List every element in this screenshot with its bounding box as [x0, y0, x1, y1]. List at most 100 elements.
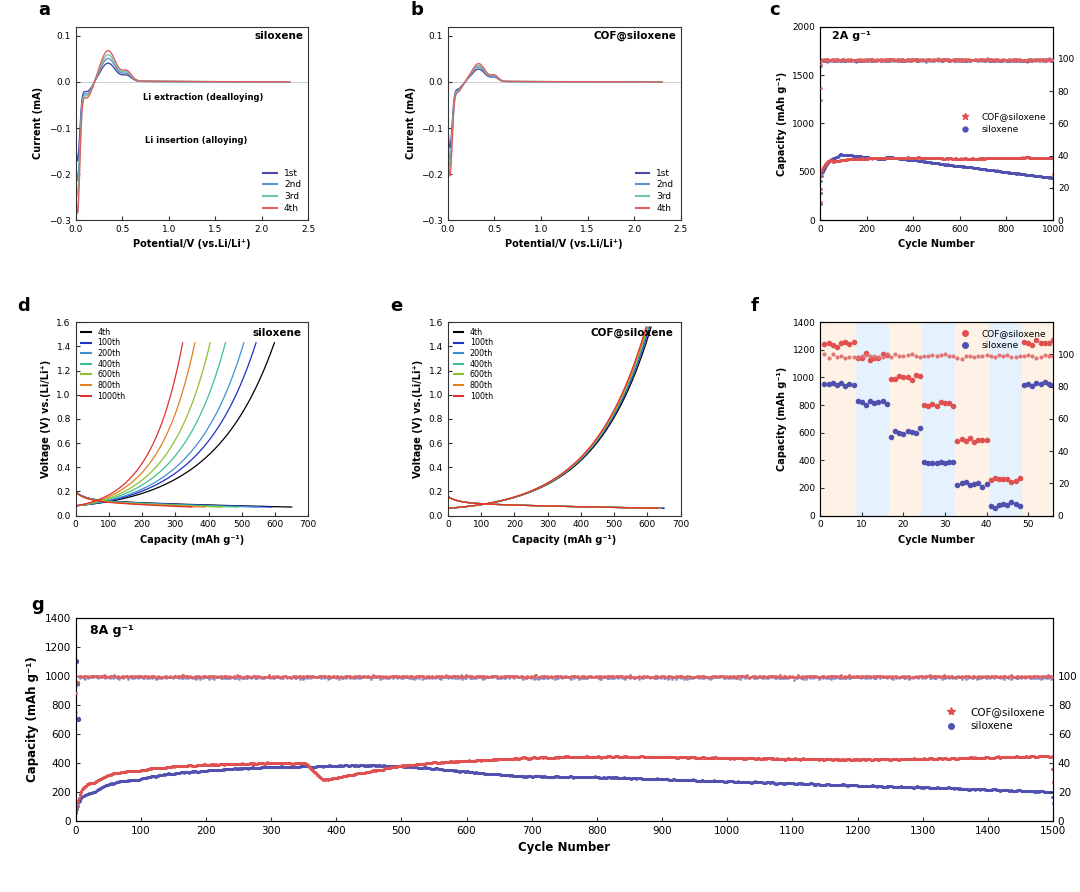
Point	[567, 749, 584, 764]
Point	[928, 151, 945, 165]
Point	[356, 765, 374, 780]
Point	[1020, 336, 1037, 351]
Point	[96, 779, 113, 793]
Point	[288, 671, 306, 685]
Point	[1041, 53, 1058, 67]
Point	[750, 775, 767, 789]
Point	[291, 668, 308, 682]
Point	[71, 669, 89, 683]
Point	[349, 758, 366, 772]
Point	[342, 768, 360, 782]
Point	[874, 752, 891, 766]
Point	[1028, 54, 1045, 68]
Point	[228, 757, 245, 772]
Point	[860, 670, 877, 684]
Point	[131, 764, 148, 778]
Point	[551, 770, 568, 784]
Point	[907, 54, 924, 68]
Point	[618, 749, 635, 764]
Point	[94, 771, 111, 785]
Point	[697, 750, 714, 764]
Point	[724, 670, 741, 684]
Bar	[889, 322, 922, 516]
Point	[833, 153, 850, 167]
Point	[369, 763, 387, 777]
Point	[75, 789, 92, 804]
Point	[855, 54, 873, 68]
Point	[1008, 53, 1025, 67]
Point	[160, 760, 177, 774]
Point	[894, 153, 912, 167]
Point	[929, 669, 946, 683]
Point	[609, 749, 626, 764]
Point	[174, 765, 191, 780]
Point	[1010, 151, 1027, 165]
Point	[832, 753, 849, 767]
Point	[834, 777, 851, 791]
Point	[983, 782, 1000, 797]
Point	[928, 54, 945, 68]
Point	[613, 749, 631, 764]
Point	[1031, 169, 1049, 184]
Point	[878, 54, 895, 69]
Point	[582, 750, 599, 764]
Point	[326, 669, 343, 683]
Point	[939, 152, 956, 166]
Point	[226, 761, 243, 775]
Point	[741, 670, 758, 684]
Point	[1020, 54, 1037, 68]
Point	[795, 672, 812, 686]
Point	[858, 670, 875, 684]
Point	[993, 151, 1010, 165]
Point	[1023, 53, 1040, 67]
Point	[970, 669, 987, 683]
Point	[664, 749, 681, 764]
Point	[731, 775, 748, 789]
Point	[681, 750, 699, 764]
Point	[813, 174, 831, 188]
Point	[166, 759, 184, 773]
Point	[462, 765, 480, 780]
Point	[948, 669, 966, 683]
Point	[855, 152, 873, 166]
Point	[481, 767, 498, 781]
Point	[508, 769, 525, 783]
Point	[928, 156, 945, 170]
Point	[968, 152, 985, 166]
Point	[527, 769, 544, 783]
Point	[727, 775, 744, 789]
Point	[216, 757, 233, 772]
Point	[847, 152, 864, 166]
Point	[829, 53, 847, 67]
Point	[267, 760, 284, 774]
Point	[941, 455, 958, 469]
Point	[403, 760, 420, 774]
Point	[891, 152, 908, 166]
Point	[542, 770, 559, 784]
Point	[1007, 350, 1024, 364]
Point	[646, 772, 663, 787]
Point	[1037, 53, 1054, 67]
Point	[265, 669, 282, 683]
Point	[541, 670, 558, 684]
Point	[917, 670, 934, 684]
Point	[472, 669, 489, 683]
Point	[538, 671, 555, 685]
Point	[580, 770, 597, 784]
Point	[440, 755, 457, 769]
Point	[373, 758, 390, 772]
Point	[917, 53, 934, 67]
Point	[92, 772, 109, 786]
Point	[896, 151, 914, 165]
Point	[994, 151, 1011, 165]
Point	[935, 52, 953, 66]
Point	[1027, 53, 1044, 67]
Point	[651, 772, 669, 786]
Point	[818, 52, 835, 66]
Point	[923, 348, 941, 362]
Point	[525, 770, 542, 784]
Point	[796, 752, 813, 766]
Point	[1039, 53, 1056, 67]
Point	[958, 52, 975, 66]
Point	[813, 752, 831, 766]
